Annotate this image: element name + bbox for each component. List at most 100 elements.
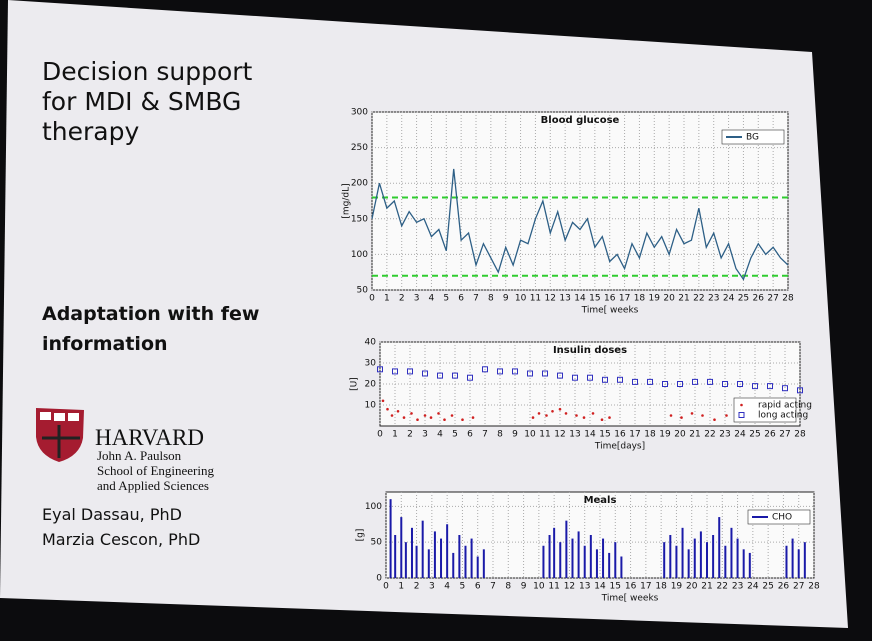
- bar: [577, 531, 580, 578]
- point: [632, 378, 638, 385]
- y-tick-label: 100: [351, 250, 368, 260]
- x-tick-label: 19: [671, 582, 683, 592]
- point: [647, 378, 653, 385]
- x-tick-label: 26: [753, 294, 765, 304]
- point: [392, 368, 398, 375]
- legend-marker: [740, 403, 743, 407]
- point: [531, 416, 535, 419]
- x-tick-label: 1: [392, 430, 398, 440]
- x-tick-label: 7: [490, 582, 496, 592]
- x-tick-label: 24: [747, 582, 759, 592]
- point: [416, 418, 419, 422]
- bar: [803, 542, 806, 578]
- point: [602, 376, 608, 383]
- y-tick-label: 200: [351, 179, 368, 189]
- x-tick-label: 9: [512, 430, 518, 440]
- x-tick-label: 21: [689, 430, 700, 440]
- point: [558, 407, 562, 411]
- point: [564, 412, 568, 415]
- point: [707, 378, 713, 385]
- x-tick-label: 25: [738, 294, 749, 304]
- point: [557, 372, 563, 379]
- point: [608, 416, 611, 419]
- slide-title: therapy: [42, 117, 139, 146]
- bar: [748, 552, 751, 578]
- point: [410, 412, 413, 415]
- author: Eyal Dassau, PhD: [42, 505, 182, 524]
- x-tick-label: 13: [559, 294, 570, 304]
- slide-subtitle: Adaptation with few: [42, 303, 259, 325]
- author: Marzia Cescon, PhD: [42, 530, 200, 549]
- x-tick-label: 11: [548, 582, 559, 592]
- x-tick-label: 26: [764, 430, 776, 440]
- chart-title: Insulin doses: [553, 345, 627, 356]
- bar: [404, 542, 407, 578]
- x-tick-label: 1: [384, 294, 390, 304]
- x-tick-label: 3: [414, 294, 420, 304]
- y-tick-label: 10: [365, 401, 377, 411]
- x-tick-label: 14: [584, 430, 596, 440]
- x-tick-label: 22: [717, 582, 728, 592]
- bar: [433, 531, 436, 578]
- slide-subtitle: information: [42, 333, 168, 355]
- y-tick-label: 0: [376, 574, 382, 584]
- bar: [742, 549, 745, 578]
- x-tick-label: 24: [734, 430, 746, 440]
- bar: [458, 535, 461, 578]
- x-tick-label: 6: [467, 430, 473, 440]
- bar: [669, 535, 672, 578]
- x-tick-label: 0: [383, 582, 389, 592]
- point: [422, 370, 428, 377]
- school: School of Engineering: [97, 463, 214, 478]
- point: [423, 414, 427, 417]
- bar: [785, 545, 788, 578]
- x-tick-label: 17: [640, 582, 651, 592]
- bar: [724, 545, 727, 578]
- y-axis-label: [mg/dL]: [342, 183, 352, 218]
- point: [396, 410, 400, 413]
- x-tick-label: 17: [619, 294, 630, 304]
- point: [677, 381, 683, 387]
- point: [386, 407, 389, 411]
- bar: [542, 545, 545, 578]
- bar: [452, 552, 455, 578]
- point: [512, 368, 518, 375]
- bar: [571, 538, 574, 578]
- x-tick-label: 27: [767, 294, 778, 304]
- legend-label: rapid acting: [758, 401, 812, 411]
- point: [782, 385, 788, 392]
- chart-title: Blood glucose: [541, 115, 620, 126]
- x-tick-label: 7: [473, 294, 479, 304]
- x-tick-label: 19: [649, 294, 661, 304]
- x-tick-label: 5: [460, 582, 466, 592]
- x-tick-label: 2: [399, 294, 405, 304]
- bar: [620, 556, 623, 578]
- legend-box: [747, 509, 811, 525]
- y-tick-label: 50: [357, 286, 369, 296]
- bar: [421, 520, 424, 578]
- y-tick-label: 100: [365, 502, 382, 512]
- point: [542, 370, 548, 377]
- harvard-shield: [36, 408, 84, 462]
- x-tick-label: 4: [444, 582, 450, 592]
- x-tick-label: 25: [762, 582, 773, 592]
- x-tick-label: 21: [701, 582, 712, 592]
- x-tick-label: 23: [708, 294, 719, 304]
- point: [752, 383, 758, 390]
- bar: [718, 517, 721, 578]
- x-tick-label: 28: [782, 294, 794, 304]
- point: [669, 414, 673, 417]
- bar: [464, 545, 467, 578]
- x-tick-label: 25: [749, 430, 760, 440]
- bar: [736, 538, 739, 578]
- point: [725, 414, 728, 417]
- x-tick-label: 7: [482, 430, 488, 440]
- bar: [583, 545, 586, 578]
- x-tick-label: 12: [545, 294, 556, 304]
- y-tick-label: 20: [365, 380, 377, 390]
- point: [692, 378, 698, 385]
- point: [582, 416, 586, 419]
- point: [443, 418, 446, 422]
- x-tick-label: 6: [458, 294, 464, 304]
